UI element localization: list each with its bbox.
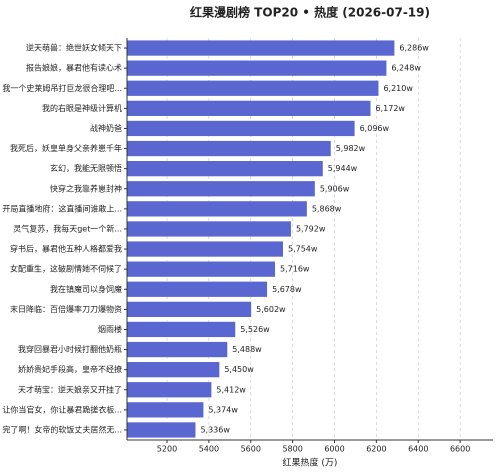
value-label: 5,792w — [296, 224, 326, 233]
value-label: 5,678w — [272, 285, 302, 294]
value-label: 5,412w — [216, 385, 246, 394]
value-label: 6,210w — [383, 84, 413, 93]
bar — [127, 362, 220, 378]
bar — [127, 201, 307, 217]
bar — [127, 261, 276, 277]
bar — [127, 382, 212, 398]
bar — [127, 281, 268, 297]
bar — [127, 40, 395, 56]
value-label: 5,944w — [328, 164, 358, 173]
bar — [127, 321, 236, 338]
y-tick-label: 逆天萌兽：绝世妖女倾天下 — [26, 43, 122, 53]
y-tick-label: 灵气复苏，我每天get一个新... — [13, 223, 122, 233]
bar — [127, 221, 291, 237]
bar — [127, 140, 331, 157]
y-tick-label: 穿书后，暴君他五种人格都爱我 — [10, 244, 122, 254]
value-label: 5,754w — [288, 245, 318, 254]
y-tick-label: 我在镇魔司以身饲魔 — [50, 284, 122, 294]
chart-title: 红果漫剧榜 TOP20 • 热度 (2026-07-19) — [190, 5, 430, 20]
value-label: 5,906w — [320, 184, 350, 193]
value-label: 5,374w — [208, 405, 238, 414]
y-tick-label: 天才萌宝：逆天娘亲又开挂了 — [18, 384, 122, 394]
y-tick-label: 我穿回暴君小时候打翻他奶瓶 — [18, 344, 122, 354]
x-tick-label: 6400 — [408, 445, 428, 454]
x-tick-label: 6000 — [324, 445, 344, 454]
value-label: 6,096w — [360, 124, 390, 133]
bar — [127, 341, 228, 358]
bar — [127, 241, 283, 257]
x-tick-label: 6600 — [450, 445, 470, 454]
value-label: 6,248w — [391, 64, 421, 73]
y-tick-label: 我一个史莱姆吊打巨龙很合理吧... — [2, 83, 122, 93]
x-tick-label: 5800 — [282, 445, 302, 454]
value-label: 5,868w — [312, 204, 342, 213]
value-label: 5,982w — [336, 144, 366, 153]
x-tick-label: 6200 — [366, 445, 386, 454]
value-label: 5,336w — [200, 425, 230, 434]
bar — [127, 181, 315, 197]
value-label: 5,602w — [256, 305, 286, 314]
bar — [127, 80, 379, 96]
y-tick-label: 娇娇贵妃手段高，皇帝不经撩 — [18, 364, 122, 374]
y-tick-label: 完了啊！女帝的软饭丈夫居然无... — [2, 424, 122, 434]
value-label: 5,450w — [224, 365, 254, 374]
bar — [127, 60, 387, 76]
x-tick-label: 5200 — [157, 445, 177, 454]
value-label: 5,716w — [280, 265, 310, 274]
y-tick-label: 玄幻，我能无限顿悟 — [50, 163, 122, 173]
value-label: 5,488w — [232, 345, 262, 354]
value-label: 5,526w — [240, 325, 270, 334]
x-tick-label: 5400 — [199, 445, 219, 454]
y-tick-label: 末日降临：百倍爆率刀刀爆物资 — [10, 304, 122, 314]
y-tick-label: 快穿之我靠养崽封神 — [50, 183, 122, 193]
y-tick-label: 开局直播地府：这直播间谁敢上... — [2, 203, 122, 213]
x-axis-label: 红果热度 (万) — [283, 457, 338, 469]
bar — [127, 301, 252, 317]
y-tick-label: 让你当官女，你让暴君跪搓衣板... — [2, 404, 122, 414]
y-tick-label: 报告娘娘，暴君他有读心术 — [26, 63, 122, 73]
bar — [127, 120, 355, 137]
x-tick-label: 5600 — [241, 445, 261, 454]
bar — [127, 161, 323, 177]
y-tick-label: 战神奶爸 — [90, 123, 122, 133]
bar — [127, 100, 371, 116]
bar — [127, 422, 196, 438]
y-tick-label: 我死后，妖皇单身父亲养崽千年 — [10, 143, 122, 153]
y-tick-label: 烟雨楼 — [98, 324, 122, 334]
y-tick-label: 女配重生，这破剧情她不伺候了 — [10, 264, 122, 274]
bar — [127, 402, 204, 418]
value-label: 6,286w — [399, 44, 429, 53]
value-label: 6,172w — [376, 104, 406, 113]
y-tick-label: 我的右眼是神级计算机 — [42, 103, 122, 113]
